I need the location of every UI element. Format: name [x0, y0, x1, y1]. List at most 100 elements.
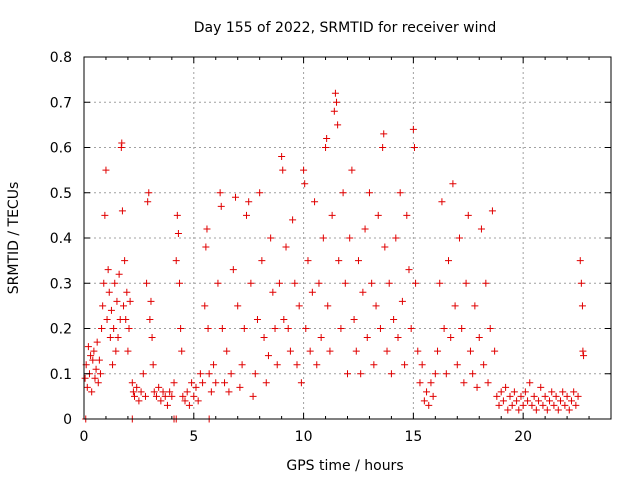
data-point	[330, 107, 338, 115]
data-point	[574, 392, 582, 400]
data-point	[502, 383, 510, 391]
data-point	[317, 334, 325, 342]
data-point	[106, 334, 114, 342]
data-point	[565, 406, 573, 414]
data-point	[251, 370, 259, 378]
data-point	[335, 257, 343, 265]
data-point	[352, 347, 360, 355]
data-point	[240, 325, 248, 332]
data-point	[258, 257, 266, 265]
data-point	[354, 257, 362, 265]
data-point	[403, 211, 411, 219]
x-tick-label: 15	[404, 429, 422, 445]
grid-lines	[84, 57, 611, 419]
data-point	[438, 198, 446, 206]
data-point	[145, 189, 153, 197]
data-point	[379, 144, 387, 151]
data-point	[109, 361, 117, 369]
data-point	[315, 279, 323, 287]
data-point	[556, 397, 564, 405]
data-point	[414, 347, 422, 355]
data-point	[159, 388, 167, 396]
data-point	[128, 379, 136, 387]
data-point	[401, 361, 409, 369]
data-point	[188, 379, 196, 387]
data-point	[495, 401, 503, 409]
data-point	[410, 144, 418, 151]
data-point	[194, 397, 202, 405]
data-point	[412, 279, 420, 287]
data-point	[185, 401, 193, 409]
data-point	[300, 166, 308, 174]
data-point	[506, 392, 514, 400]
data-point	[552, 392, 560, 400]
data-point	[118, 139, 126, 147]
data-point	[83, 383, 91, 391]
data-point	[491, 347, 499, 355]
data-point	[477, 225, 485, 233]
data-point	[579, 347, 587, 355]
data-point	[204, 325, 212, 332]
data-point	[143, 279, 151, 287]
x-tick-labels: 0 5 10 15 20	[80, 429, 533, 445]
data-point	[100, 279, 108, 287]
data-point	[398, 297, 406, 305]
data-point	[155, 383, 163, 391]
data-point	[466, 347, 474, 355]
data-point	[561, 401, 569, 409]
data-point	[482, 279, 490, 287]
data-point	[484, 379, 492, 387]
data-point	[242, 211, 250, 219]
data-point	[177, 325, 185, 332]
data-point	[273, 361, 281, 369]
data-point	[361, 225, 369, 233]
data-point	[508, 401, 516, 409]
data-point	[301, 180, 309, 188]
data-point	[510, 388, 518, 396]
data-point	[530, 392, 538, 400]
data-point	[280, 315, 288, 323]
data-point	[380, 130, 388, 138]
data-point	[394, 334, 402, 342]
data-point	[262, 379, 270, 387]
data-point	[572, 401, 580, 409]
data-point	[405, 266, 413, 274]
data-point	[580, 352, 588, 360]
data-point	[576, 257, 584, 265]
data-point	[92, 365, 100, 373]
data-point	[101, 211, 109, 219]
y-tick-label: 0.4	[50, 231, 72, 247]
data-point	[306, 347, 314, 355]
data-point	[107, 306, 115, 314]
data-point	[434, 347, 442, 355]
data-point	[453, 361, 461, 369]
data-point	[499, 397, 507, 405]
data-point	[217, 202, 225, 210]
data-point	[543, 406, 551, 414]
data-point	[96, 370, 104, 378]
data-point	[212, 379, 220, 387]
axis-ticks	[83, 56, 611, 420]
data-point	[429, 392, 437, 400]
data-point	[526, 379, 534, 387]
data-point	[170, 379, 178, 387]
x-tick-label: 5	[189, 429, 198, 445]
data-point	[451, 302, 459, 310]
data-point	[291, 279, 299, 287]
data-point	[469, 370, 477, 378]
data-point	[328, 211, 336, 219]
data-point	[236, 383, 244, 391]
data-point	[282, 243, 290, 251]
data-point	[368, 279, 376, 287]
data-point	[124, 347, 132, 355]
data-point	[225, 388, 233, 396]
data-point	[115, 270, 123, 278]
y-tick-label: 0.3	[50, 276, 72, 292]
data-point	[192, 383, 200, 391]
data-point	[381, 243, 389, 251]
data-point	[179, 392, 187, 400]
data-point	[94, 379, 102, 387]
data-point	[370, 361, 378, 369]
data-point	[253, 315, 261, 323]
